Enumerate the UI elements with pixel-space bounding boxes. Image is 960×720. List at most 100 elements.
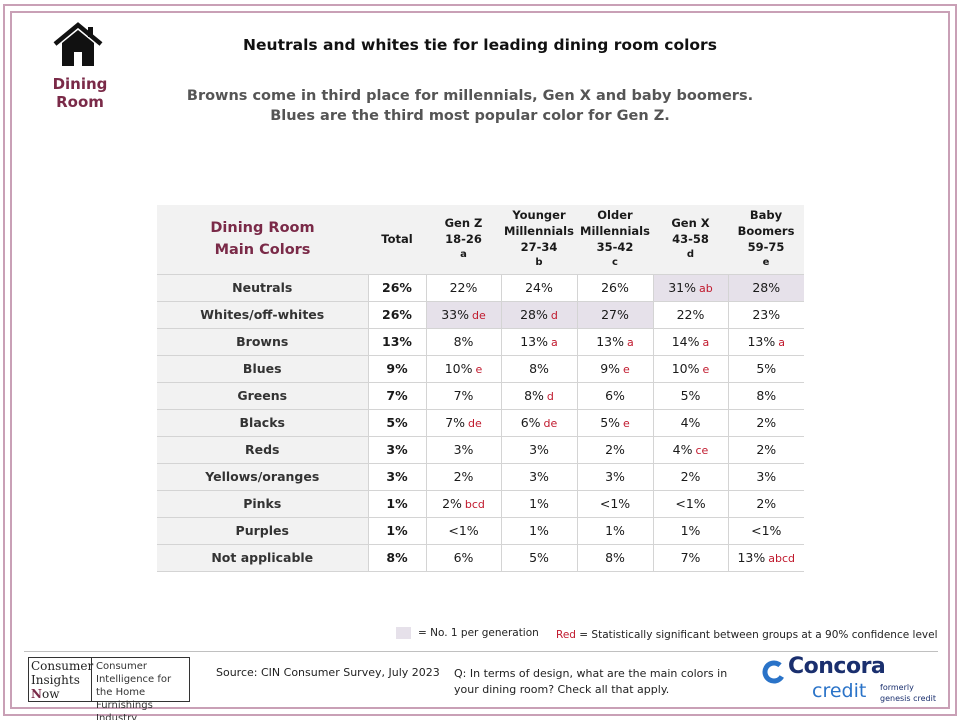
cell-value: 7% [386, 388, 408, 403]
cell-value: 10% [444, 361, 473, 376]
value-cell: 28% [727, 273, 804, 301]
cell-value: 27% [601, 307, 629, 322]
value-cell: 3% [500, 462, 577, 490]
value-cell: 2% [727, 489, 804, 517]
value-cell: 8% [727, 381, 804, 409]
column-letter: a [460, 249, 467, 261]
subtitle-line: Blues are the third most popular color f… [270, 108, 670, 124]
cell-value: 3% [386, 469, 408, 484]
row-label: Reds [157, 435, 368, 463]
cell-value: 23% [752, 307, 781, 322]
cin-logo-rest: ow [41, 687, 60, 701]
total-cell: 1% [367, 516, 427, 544]
value-cell: 8% [576, 543, 653, 572]
cell-value: 13% [737, 550, 766, 565]
column-header-line: 35-42 [596, 240, 634, 255]
cell-value: 8% [756, 388, 777, 403]
significance-letters: d [550, 309, 558, 322]
value-cell: 7% [425, 381, 501, 409]
column-letter: e [762, 257, 770, 269]
total-cell: 3% [367, 462, 427, 490]
column-header-line: 59-75 [747, 240, 785, 255]
cell-value: 2% [453, 469, 474, 484]
cell-value: 5% [680, 388, 701, 403]
cell-value: 3% [756, 469, 777, 484]
cell-value: 1% [605, 523, 625, 538]
cell-value: 5% [529, 550, 549, 565]
value-cell: 3% [500, 435, 577, 463]
value-cell: 8% [425, 327, 501, 355]
significance-letters: e [623, 417, 630, 430]
row-label: Yellows/oranges [157, 462, 368, 490]
page-subtitle: Browns come in third place for millennia… [140, 86, 800, 126]
legend-highlight-text: = No. 1 per generation [418, 627, 539, 639]
column-header-line: 43-58 [672, 232, 709, 247]
value-cell: 2% [425, 462, 501, 490]
value-cell: 14% a [652, 327, 728, 355]
value-cell: 8% d [500, 381, 577, 409]
column-header: Older Millennials 35-42 c [577, 205, 653, 274]
value-cell: 24% [500, 273, 577, 301]
page-title: Neutrals and whites tie for leading dini… [243, 36, 717, 54]
value-cell: 4% [652, 408, 728, 436]
inner-frame [10, 11, 950, 709]
cin-logo-initial: N [31, 687, 42, 701]
cell-value: 1% [529, 523, 549, 538]
cell-value: 26% [382, 307, 412, 322]
total-cell: 1% [367, 489, 427, 517]
cell-value: 3% [529, 442, 549, 457]
brand-sub: credit [812, 680, 867, 702]
table-header-row: Dining Room Main Colors Total Gen Z 18-26 a… [157, 205, 804, 274]
brand-name: Concora [788, 654, 886, 679]
value-cell: 8% [500, 354, 577, 382]
value-cell: 2% [727, 435, 804, 463]
column-header: Gen X 43-58 d [653, 205, 728, 274]
column-header: Total [368, 205, 426, 274]
table-row: Whites/off-whites 26% 33% de 28% d 27% 22% 23% [157, 300, 804, 328]
cell-value: <1% [675, 496, 706, 511]
cell-value: 13% [520, 334, 549, 349]
cell-value: 8% [529, 361, 549, 376]
cell-value: 6% [520, 415, 541, 430]
cell-value: 1% [529, 496, 549, 511]
significance-letters: e [702, 363, 710, 376]
cell-value: 7% [445, 415, 466, 430]
cell-value: 6% [605, 388, 625, 403]
cell-value: 1% [386, 523, 408, 538]
column-letter: c [612, 257, 618, 269]
table-body: Neutrals 26% 22% 24% 26% 31% ab 28% Whites/off-w… [157, 273, 804, 572]
value-cell: 2% [652, 462, 728, 490]
significance-letters: de [472, 309, 486, 322]
table-row: Not applicable 8% 6% 5% 8% 7% 13% abcd [157, 543, 804, 572]
value-cell: 33% de [425, 300, 501, 328]
table-row: Greens 7% 7% 8% d 6% 5% 8% [157, 381, 804, 409]
cell-value: 5% [386, 415, 408, 430]
significance-letters: a [702, 336, 710, 349]
value-cell: 1% [576, 516, 653, 544]
cell-value: 28% [520, 307, 548, 322]
table-row: Blues 9% 10% e 8% 9% e 10% e 5% [157, 354, 804, 382]
house-icon [53, 22, 103, 66]
total-cell: 13% [367, 327, 427, 355]
value-cell: 10% e [652, 354, 728, 382]
table-row: Neutrals 26% 22% 24% 26% 31% ab 28% [157, 273, 804, 301]
value-cell: <1% [727, 516, 804, 544]
column-header-line: Baby [749, 208, 783, 223]
cell-value: 2% [756, 442, 777, 457]
significance-letters: a [627, 336, 634, 349]
total-cell: 26% [367, 273, 427, 301]
cell-value: 33% [441, 307, 470, 322]
total-cell: 7% [367, 381, 427, 409]
value-cell: 7% de [425, 408, 501, 436]
source-note: Source: CIN Consumer Survey, July 2023 [216, 666, 440, 679]
value-cell: 3% [576, 462, 653, 490]
value-cell: 1% [652, 516, 728, 544]
significance-letters: de [468, 417, 482, 430]
cell-value: <1% [448, 523, 479, 538]
column-header-line: 27-34 [520, 240, 558, 255]
cell-value: 14% [671, 334, 700, 349]
value-cell: 23% [727, 300, 804, 328]
cell-value: 22% [449, 280, 478, 295]
significance-letters: ce [695, 444, 709, 457]
cell-value: 8% [453, 334, 474, 349]
